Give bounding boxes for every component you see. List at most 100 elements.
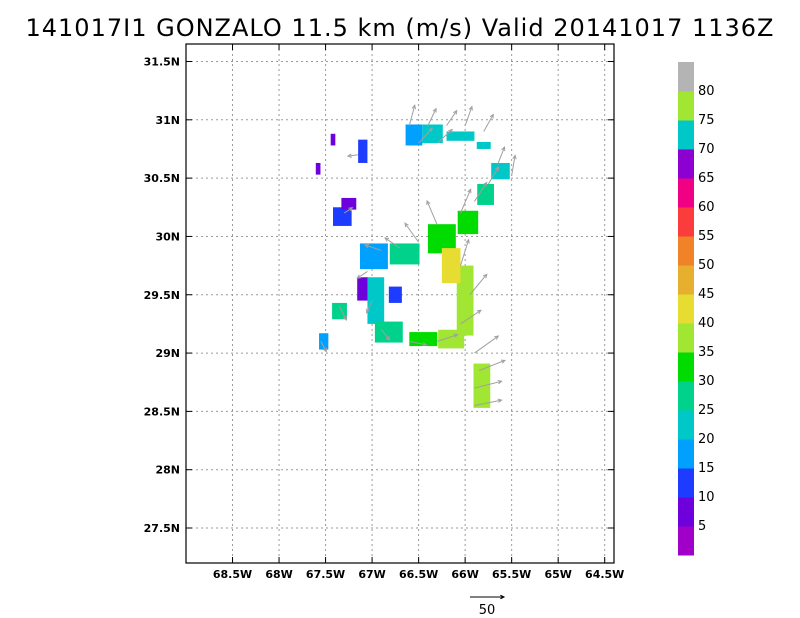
colorbar-label: 50: [698, 258, 715, 273]
wind-vector: [418, 127, 433, 144]
wind-vector: [404, 222, 420, 243]
wind-vector: [347, 154, 359, 157]
wind-vector-head: [428, 127, 433, 133]
wind-vector-head: [468, 105, 473, 111]
colorbar-box: [678, 497, 694, 527]
colorbar-label: 35: [698, 345, 715, 360]
wind-vector: [437, 334, 458, 342]
reference-label: 50: [479, 603, 496, 618]
data-patch: [357, 277, 369, 301]
data-patch: [358, 139, 368, 163]
y-tick-label: 29.5N: [144, 289, 180, 302]
wind-vector: [356, 271, 368, 279]
wind-vector: [464, 106, 473, 126]
wind-vector: [408, 105, 416, 126]
wind-vector-head: [322, 347, 327, 353]
data-patch: [388, 286, 402, 303]
wind-vector-head: [500, 359, 506, 364]
wind-vector: [511, 155, 516, 176]
wind-vector-head: [497, 398, 503, 403]
wind-vector-head: [366, 308, 371, 314]
chart-title: 141017I1 GONZALO 11.5 km (m/s) Valid 201…: [25, 14, 775, 42]
colorbar-label: 60: [698, 200, 715, 215]
wind-vector: [474, 380, 502, 389]
wind-vector-head: [489, 113, 494, 119]
wind-vector: [460, 239, 470, 266]
data-patch: [319, 333, 329, 350]
colorbar: 5 10 15 20 25 30 35 40 45 50 55 60 65 70 75 80: [678, 62, 715, 556]
wind-vector: [469, 274, 488, 296]
data-patch: [446, 131, 475, 141]
y-tick-label: 28N: [155, 464, 180, 477]
y-tick-label: 28.5N: [144, 405, 180, 418]
x-tick-label: 67W: [358, 568, 385, 581]
wind-vector-head: [426, 199, 431, 205]
wind-vector: [474, 182, 488, 202]
colorbar-label: 10: [698, 490, 715, 505]
wind-vector: [364, 244, 382, 251]
colorbar-label: 80: [698, 84, 715, 99]
y-tick-label: 31N: [155, 114, 180, 127]
x-tick-label: 68W: [265, 568, 292, 581]
data-patch: [332, 302, 347, 320]
colorbar-box: [678, 178, 694, 208]
x-tick-label: 66.5W: [399, 568, 438, 581]
wind-vector: [474, 335, 499, 354]
wind-vector-head: [404, 222, 409, 228]
wind-vector: [460, 309, 482, 325]
data-patch: [374, 321, 403, 343]
wind-vector-head: [363, 243, 370, 249]
x-tick-label: 64.5W: [585, 568, 624, 581]
colorbar-box: [678, 207, 694, 237]
wind-vector-head: [512, 154, 517, 160]
wind-vector: [384, 237, 401, 249]
wind-vector-head: [476, 309, 482, 315]
wind-vector-head: [494, 335, 500, 340]
wind-vector: [320, 341, 327, 352]
wind-vector: [497, 146, 505, 165]
colorbar-label: 75: [698, 113, 715, 128]
data-patch: [367, 277, 385, 324]
x-tick-label: 68.5W: [213, 568, 252, 581]
wind-vector-head: [432, 107, 437, 113]
wind-vector: [409, 340, 427, 346]
colorbar-box: [678, 381, 694, 411]
wind-vector: [427, 108, 437, 126]
wind-vector: [474, 399, 502, 407]
colorbar-box: [678, 149, 694, 179]
data-patch: [491, 162, 510, 180]
colorbar-label: 15: [698, 461, 715, 476]
plot-frame: [185, 43, 615, 564]
colorbar-label: 40: [698, 316, 715, 331]
wind-vector: [460, 189, 472, 214]
y-tick-label: 29N: [155, 347, 180, 360]
colorbar-label: 55: [698, 229, 715, 244]
colorbar-box: [678, 410, 694, 440]
wind-vector: [343, 207, 353, 214]
y-tick-label: 30.5N: [144, 172, 180, 185]
x-tick-label: 65W: [544, 568, 571, 581]
colorbar-box: [678, 91, 694, 121]
data-patch: [405, 124, 423, 146]
data-patch: [333, 207, 352, 226]
wind-vector-head: [465, 238, 470, 244]
colorbar-label: 5: [698, 519, 706, 534]
reference-vector: 50: [470, 594, 506, 618]
colorbar-label: 45: [698, 287, 715, 302]
data-patch: [330, 133, 336, 146]
wind-vector-head: [482, 273, 488, 279]
wind-vector: [426, 200, 438, 225]
colorbar-box: [678, 526, 694, 556]
colorbar-label: 25: [698, 403, 715, 418]
wind-vector-head: [348, 207, 354, 212]
colorbar-box: [678, 352, 694, 382]
wind-vector-head: [384, 237, 390, 242]
reference-arrow-head: [500, 594, 506, 600]
data-patch: [422, 124, 443, 144]
data-patch: [477, 183, 494, 205]
wind-vector: [483, 114, 494, 132]
wind-vector-head: [411, 104, 416, 110]
colorbar-label: 65: [698, 171, 715, 186]
colorbar-box: [678, 236, 694, 266]
